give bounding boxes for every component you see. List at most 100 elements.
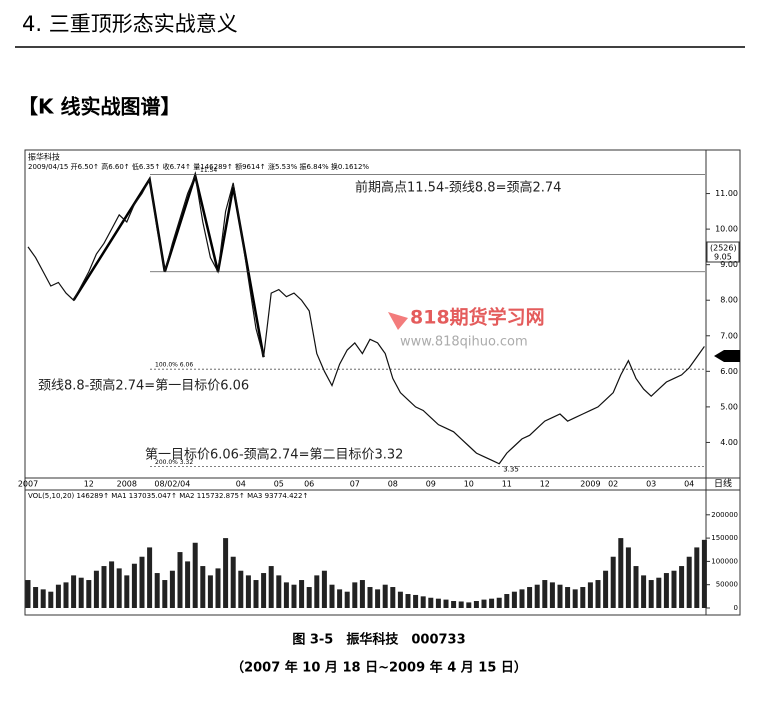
volume-bar [139, 556, 145, 608]
x-tick-label: 04 [684, 480, 694, 489]
volume-bar [603, 570, 609, 608]
reference-label: 100.0% 6.06 [155, 362, 193, 369]
y-tick-label: 200000 [711, 511, 738, 519]
watermark-logo [388, 312, 408, 330]
caption: 图 3-5 振华科技 000733 [292, 632, 465, 648]
volume-bar [679, 566, 685, 608]
volume-bar [580, 587, 586, 608]
volume-bar [25, 580, 31, 608]
volume-bar [245, 575, 251, 608]
volume-bar [420, 596, 426, 608]
volume-bar [648, 580, 654, 608]
volume-bar [405, 594, 411, 608]
volume-bar [71, 575, 77, 608]
volume-bar [337, 589, 343, 608]
x-tick-label: 03 [646, 480, 656, 489]
x-tick-label: 11 [502, 480, 512, 489]
x-tick-label: 10 [464, 480, 474, 489]
x-tick-label: 04 [236, 480, 246, 489]
volume-bar [527, 587, 533, 608]
price-marker [714, 350, 740, 362]
volume-bar [352, 582, 358, 608]
caption: （2007 年 10 月 18 日~2009 年 4 月 15 日） [231, 660, 527, 676]
volume-bar [641, 575, 647, 608]
volume-bar [291, 584, 297, 608]
x-tick-label: 2008 [117, 480, 137, 489]
chart-title: 振华科技 [28, 152, 60, 162]
volume-bar [686, 556, 692, 608]
volume-bar [549, 582, 555, 608]
volume-bar [230, 556, 236, 608]
side-label: 9.05 [714, 253, 732, 262]
volume-bar [86, 580, 92, 608]
volume-bar [276, 575, 282, 608]
volume-bar [367, 587, 373, 608]
volume-bar [565, 587, 571, 608]
volume-bar [466, 602, 472, 608]
x-tick-label: 12 [84, 480, 94, 489]
y-tick-label: 10.00 [715, 225, 738, 234]
volume-bar [177, 552, 183, 608]
volume-bar [261, 573, 267, 608]
y-tick-label: 8.00 [720, 296, 738, 305]
y-tick-label: 6.00 [720, 367, 738, 376]
volume-bar [587, 582, 593, 608]
volume-bar [504, 594, 510, 608]
volume-bar [299, 580, 305, 608]
volume-bar [55, 584, 61, 608]
x-tick-label: 2007 [18, 480, 38, 489]
y-tick-label: 50000 [716, 581, 738, 589]
y-tick-label: 9.00 [720, 260, 738, 269]
volume-bar [390, 587, 396, 608]
volume-title: VOL(5,10,20) 146289↑ MA1 137035.047↑ MA2… [28, 492, 308, 500]
volume-bar [314, 575, 320, 608]
side-box [706, 241, 740, 263]
volume-bar [215, 568, 221, 608]
reference-label: 200.0% 3.32 [155, 459, 193, 466]
volume-bar [694, 547, 700, 608]
volume-bar [451, 601, 457, 608]
reference-label: 11.54 [200, 167, 217, 174]
chart-subtitle: 2009/04/15 开6.50↑ 高6.60↑ 低6.35↑ 收6.74↑ 量… [28, 162, 369, 171]
volume-bar [283, 582, 289, 608]
volume-bar [663, 573, 669, 608]
price-line [27, 173, 705, 465]
volume-bar [701, 539, 707, 608]
period-label: 日线 [714, 478, 732, 490]
volume-bar [344, 591, 350, 608]
volume-bar [519, 589, 525, 608]
volume-bar [382, 584, 388, 608]
volume-bar [473, 601, 479, 608]
volume-bar [162, 580, 168, 608]
x-tick-label: 02 [608, 480, 618, 489]
y-tick-label: 4.00 [720, 438, 738, 447]
annotation: 第一目标价6.06-颈高2.74=第二目标价3.32 [145, 447, 403, 463]
volume-bar [375, 589, 381, 608]
volume-bar [101, 566, 107, 608]
volume-bar [78, 577, 84, 608]
y-tick-label: 150000 [711, 534, 738, 542]
volume-bar [435, 598, 441, 608]
x-tick-label: 05 [274, 480, 284, 489]
volume-bar [572, 589, 578, 608]
x-tick-label: 2009 [580, 480, 600, 489]
chart-frame [24, 149, 741, 616]
side-label: (2526) [710, 244, 737, 253]
x-tick-label: 08/02/04 [154, 480, 190, 489]
volume-bar [147, 547, 153, 608]
x-tick-label: 12 [540, 480, 550, 489]
section-title: 【K 线实战图谱】 [18, 95, 180, 119]
volume-bar [671, 570, 677, 608]
volume-bar [192, 542, 198, 608]
volume-bar [124, 575, 130, 608]
volume-bar [397, 591, 403, 608]
volume-bar [48, 591, 54, 608]
volume-bar [169, 570, 175, 608]
volume-bar [329, 584, 335, 608]
y-tick-label: 7.00 [720, 331, 738, 340]
volume-bar [413, 594, 419, 608]
volume-bar [511, 591, 517, 608]
volume-bar [458, 601, 464, 608]
